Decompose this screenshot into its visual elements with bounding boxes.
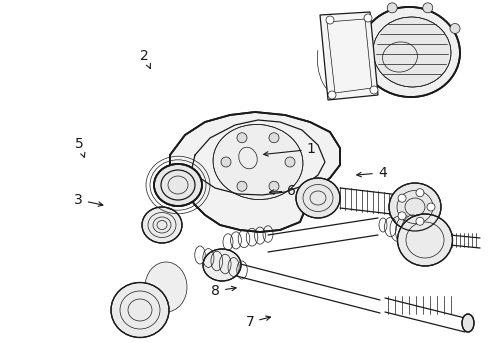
- Ellipse shape: [154, 164, 202, 206]
- Circle shape: [364, 14, 372, 22]
- Ellipse shape: [145, 262, 187, 312]
- Circle shape: [326, 16, 334, 24]
- Circle shape: [427, 203, 435, 211]
- Circle shape: [269, 133, 279, 143]
- Ellipse shape: [401, 215, 425, 251]
- Circle shape: [285, 157, 295, 167]
- Text: 7: 7: [245, 315, 270, 329]
- Text: 5: 5: [75, 137, 85, 157]
- Ellipse shape: [203, 249, 241, 281]
- Polygon shape: [170, 112, 340, 232]
- Ellipse shape: [213, 125, 303, 199]
- Ellipse shape: [397, 214, 452, 266]
- Circle shape: [416, 189, 424, 197]
- Text: 8: 8: [211, 284, 236, 298]
- Text: 3: 3: [74, 193, 103, 207]
- Circle shape: [237, 181, 247, 191]
- Ellipse shape: [389, 183, 441, 231]
- Ellipse shape: [360, 7, 460, 97]
- Circle shape: [360, 23, 370, 33]
- Circle shape: [370, 86, 378, 94]
- Circle shape: [416, 217, 424, 225]
- Ellipse shape: [296, 178, 340, 218]
- Circle shape: [328, 91, 336, 99]
- Circle shape: [221, 157, 231, 167]
- Ellipse shape: [111, 283, 169, 338]
- Circle shape: [269, 181, 279, 191]
- Circle shape: [398, 194, 406, 202]
- Circle shape: [423, 3, 433, 13]
- Text: 4: 4: [357, 166, 387, 180]
- Text: 1: 1: [264, 143, 316, 156]
- Circle shape: [237, 133, 247, 143]
- Ellipse shape: [142, 207, 182, 243]
- Circle shape: [387, 3, 397, 13]
- Text: 2: 2: [140, 49, 150, 68]
- Circle shape: [398, 212, 406, 220]
- Ellipse shape: [373, 17, 451, 87]
- Text: 6: 6: [270, 184, 296, 198]
- Circle shape: [450, 23, 460, 33]
- Polygon shape: [320, 12, 378, 100]
- Ellipse shape: [462, 314, 474, 332]
